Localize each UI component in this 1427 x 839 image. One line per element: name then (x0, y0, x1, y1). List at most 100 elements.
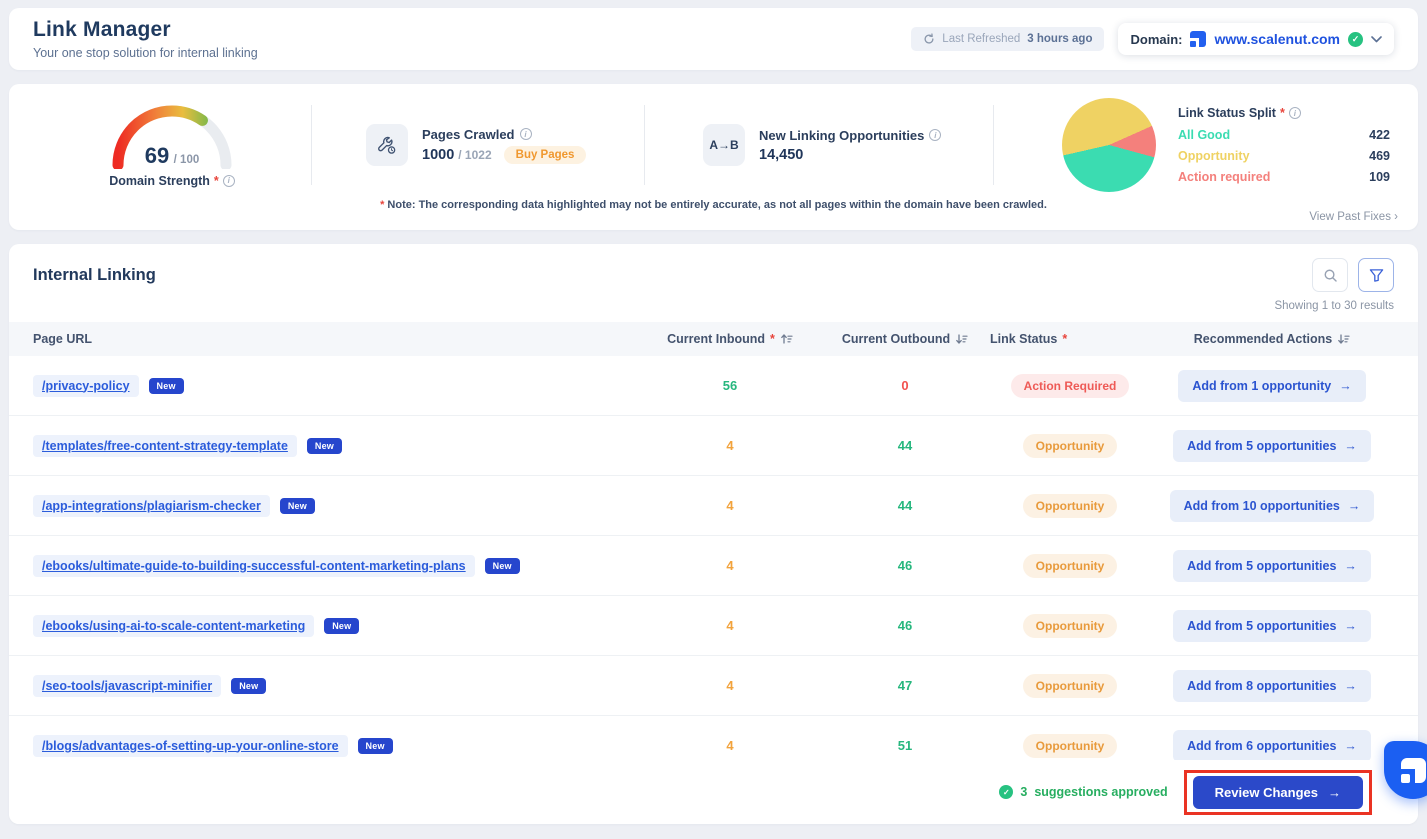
page-url-link[interactable]: /privacy-policy (33, 374, 139, 397)
outbound-value: 44 (897, 438, 913, 453)
column-header-page-url[interactable]: Page URL (33, 332, 93, 346)
page-url-link[interactable]: /ebooks/ultimate-guide-to-building-succe… (33, 554, 475, 577)
status-badge: Opportunity (1022, 433, 1118, 458)
add-opportunity-button[interactable]: Add from 5 opportunities → (1173, 429, 1371, 462)
domain-strength-label: Domain Strength (109, 173, 210, 188)
domain-value: www.scalenut.com (1214, 31, 1340, 47)
inbound-value: 4 (726, 558, 734, 573)
action-label: Add from 5 opportunities (1187, 558, 1337, 573)
info-icon[interactable]: i (1288, 107, 1301, 119)
arrow-right-icon: → (1339, 378, 1352, 393)
wrench-icon (366, 124, 408, 166)
link-status-split-stat: Link Status Split * i All Good 422 Opportu… (1062, 98, 1394, 192)
column-header-current-outbound[interactable]: Current Outbound (820, 332, 990, 346)
annotation-highlight-box: Review Changes → (1183, 769, 1372, 815)
outbound-value: 0 (901, 378, 909, 393)
header-titles: Link Manager Your one stop solution for … (33, 18, 258, 60)
inbound-value: 4 (726, 618, 734, 633)
column-header-link-status[interactable]: Link Status * (990, 332, 1068, 346)
add-opportunity-button[interactable]: Add from 5 opportunities → (1173, 549, 1371, 582)
domain-strength-score: 69 (144, 142, 170, 168)
view-past-fixes-link[interactable]: View Past Fixes › (1309, 211, 1398, 223)
legend-label: All Good (1178, 128, 1231, 142)
arrow-right-icon: → (1344, 618, 1357, 633)
last-refreshed-button[interactable]: Last Refreshed 3 hours ago (911, 27, 1105, 51)
info-icon[interactable]: i (222, 174, 235, 187)
buy-pages-button[interactable]: Buy Pages (503, 145, 587, 164)
new-badge: New (148, 377, 184, 394)
required-asterisk: * (1279, 106, 1285, 120)
table-row: /seo-tools/javascript-minifier New 4 47 … (9, 656, 1418, 716)
sort-descending-icon[interactable] (1337, 333, 1350, 345)
approved-check-icon: ✓ (999, 785, 1014, 799)
sort-ascending-icon[interactable] (780, 333, 793, 345)
outbound-value: 46 (897, 618, 913, 633)
domain-selector[interactable]: Domain: www.scalenut.com ✓ (1118, 23, 1394, 55)
add-opportunity-button[interactable]: Add from 8 opportunities → (1173, 669, 1371, 702)
divider (644, 105, 645, 185)
page-subtitle: Your one stop solution for internal link… (33, 46, 258, 60)
domain-strength-total: / 100 (173, 153, 200, 166)
scalenut-logo-icon (1400, 757, 1426, 783)
new-badge: New (357, 737, 393, 754)
add-opportunity-button[interactable]: Add from 6 opportunities → (1173, 729, 1371, 762)
action-label: Add from 5 opportunities (1187, 618, 1337, 633)
legend-label: Action required (1178, 170, 1271, 184)
chevron-right-icon: › (1394, 211, 1398, 223)
pages-crawled-value: 1000 (422, 146, 455, 163)
legend-item: All Good 422 (1178, 128, 1390, 142)
outbound-value: 44 (897, 498, 913, 513)
info-icon[interactable]: i (519, 128, 532, 140)
last-refreshed-label: Last Refreshed (942, 33, 1021, 45)
new-badge: New (324, 617, 360, 634)
pages-crawled-label: Pages Crawled (422, 126, 515, 142)
arrow-right-icon: → (1344, 558, 1357, 573)
legend-label: Opportunity (1178, 149, 1250, 163)
suggestions-approved: ✓ 3 suggestions approved (999, 785, 1168, 799)
legend-item: Action required 109 (1178, 170, 1390, 184)
status-badge: Opportunity (1022, 733, 1118, 758)
table-footer: ✓ 3 suggestions approved Review Changes … (9, 760, 1418, 824)
inbound-value: 4 (726, 678, 734, 693)
table-row: /privacy-policy New 56 0 Action Required… (9, 356, 1418, 416)
page-url-link[interactable]: /app-integrations/plagiarism-checker (33, 494, 270, 517)
opportunities-value: 14,450 (759, 146, 804, 163)
filter-icon (1369, 268, 1384, 283)
column-header-current-inbound[interactable]: Current Inbound * (640, 332, 820, 346)
page-url-link[interactable]: /templates/free-content-strategy-templat… (33, 434, 297, 457)
domain-strength-gauge: 69 / 100 Domain Strength * i (33, 103, 311, 188)
inbound-value: 4 (726, 738, 734, 753)
status-badge: Opportunity (1022, 613, 1118, 638)
table-row: /templates/free-content-strategy-templat… (9, 416, 1418, 476)
column-header-recommended-actions[interactable]: Recommended Actions (1150, 332, 1394, 346)
page-url-link[interactable]: /blogs/advantages-of-setting-up-your-onl… (33, 734, 348, 757)
arrow-right-icon: → (1344, 438, 1357, 453)
link-status-pie-chart (1062, 98, 1156, 192)
approved-text: suggestions approved (1034, 785, 1168, 799)
sort-descending-icon[interactable] (955, 333, 968, 345)
search-button[interactable] (1312, 258, 1348, 292)
divider (311, 105, 312, 185)
review-changes-button[interactable]: Review Changes → (1192, 775, 1363, 809)
internal-linking-panel: Internal Linking Showing 1 to 30 results… (9, 244, 1418, 824)
arrow-right-icon: → (1344, 678, 1357, 693)
scalenut-widget-button[interactable] (1384, 741, 1427, 799)
table-row: /blogs/advantages-of-setting-up-your-onl… (9, 716, 1418, 776)
page-url-link[interactable]: /ebooks/using-ai-to-scale-content-market… (33, 614, 315, 637)
add-opportunity-button[interactable]: Add from 1 opportunity → (1178, 369, 1366, 402)
add-opportunity-button[interactable]: Add from 5 opportunities → (1173, 609, 1371, 642)
new-badge: New (484, 557, 520, 574)
page-url-link[interactable]: /seo-tools/javascript-minifier (33, 674, 222, 697)
verified-check-icon: ✓ (1348, 31, 1363, 47)
inbound-value: 4 (726, 498, 734, 513)
table-row: /ebooks/using-ai-to-scale-content-market… (9, 596, 1418, 656)
linking-opportunities-stat: A→B New Linking Opportunities i 14,450 (645, 124, 993, 166)
legend-value: 469 (1369, 149, 1390, 163)
table-row: /ebooks/ultimate-guide-to-building-succe… (9, 536, 1418, 596)
filter-button[interactable] (1358, 258, 1394, 292)
approved-count: 3 (1020, 785, 1028, 799)
add-opportunity-button[interactable]: Add from 10 opportunities → (1169, 489, 1375, 522)
info-icon[interactable]: i (929, 129, 942, 141)
status-badge: Opportunity (1022, 673, 1118, 698)
legend-value: 422 (1369, 128, 1390, 142)
